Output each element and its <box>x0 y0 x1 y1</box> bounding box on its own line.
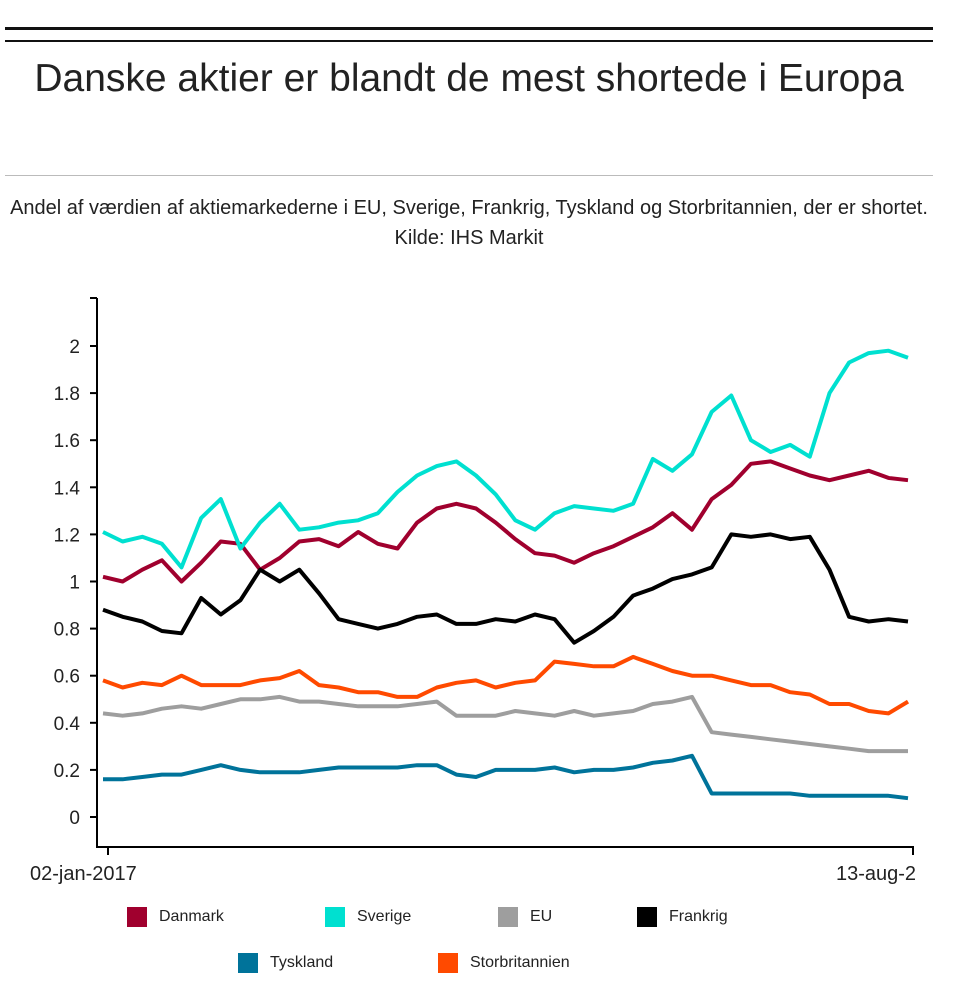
chart-title: Danske aktier er blandt de mest shortede… <box>34 57 904 100</box>
series-line-storbritannien <box>102 654 910 716</box>
y-tick-label: 0.2 <box>54 761 80 782</box>
series-line-frankrig <box>102 532 909 645</box>
x-tick-label: 02-jan-2017 <box>30 863 137 885</box>
legend-label: Storbritannien <box>470 954 570 971</box>
y-tick-label: 0.8 <box>54 620 80 641</box>
legend-item-frankrig: Frankrig <box>637 907 728 927</box>
legend-item-sverige: Sverige <box>325 907 411 927</box>
title-divider <box>5 175 933 176</box>
legend-item-storbritannien: Storbritannien <box>438 953 570 973</box>
legend-swatch <box>325 907 345 927</box>
legend-swatch <box>498 907 518 927</box>
y-tick-label: 0.6 <box>54 667 80 688</box>
top-rule-thin <box>5 40 933 42</box>
top-rule <box>5 27 933 30</box>
series-line-danmark <box>102 459 909 584</box>
legend-label: EU <box>530 908 553 925</box>
legend-item-tyskland: Tyskland <box>238 953 333 973</box>
legend-swatch <box>127 907 147 927</box>
series-line-sverige <box>102 348 909 570</box>
y-tick-label: 1.8 <box>54 384 80 405</box>
legend-label: Sverige <box>357 908 412 925</box>
chart-subtitle: Andel af værdien af aktiemarkederne i EU… <box>10 197 928 249</box>
y-tick-label: 1.4 <box>54 478 81 499</box>
legend-label: Danmark <box>159 908 224 925</box>
x-tick-label: 13-aug-2 <box>836 863 916 885</box>
series-line-tyskland <box>103 753 909 801</box>
y-tick-label: 1 <box>69 573 80 594</box>
y-tick-label: 2 <box>69 337 80 358</box>
legend-label: Tyskland <box>270 954 334 971</box>
legend-label: Frankrig <box>669 908 728 925</box>
legend-item-danmark: Danmark <box>127 907 224 927</box>
y-tick-label: 0 <box>69 808 80 829</box>
legend-item-eu: EU <box>498 907 552 927</box>
legend-swatch <box>238 953 258 973</box>
y-tick-label: 1.2 <box>54 525 80 546</box>
y-tick-label: 1.6 <box>54 431 80 452</box>
y-tick-label: 0.4 <box>54 714 81 735</box>
legend-swatch <box>637 907 657 927</box>
series-line-eu <box>102 694 908 754</box>
legend-swatch <box>438 953 458 973</box>
